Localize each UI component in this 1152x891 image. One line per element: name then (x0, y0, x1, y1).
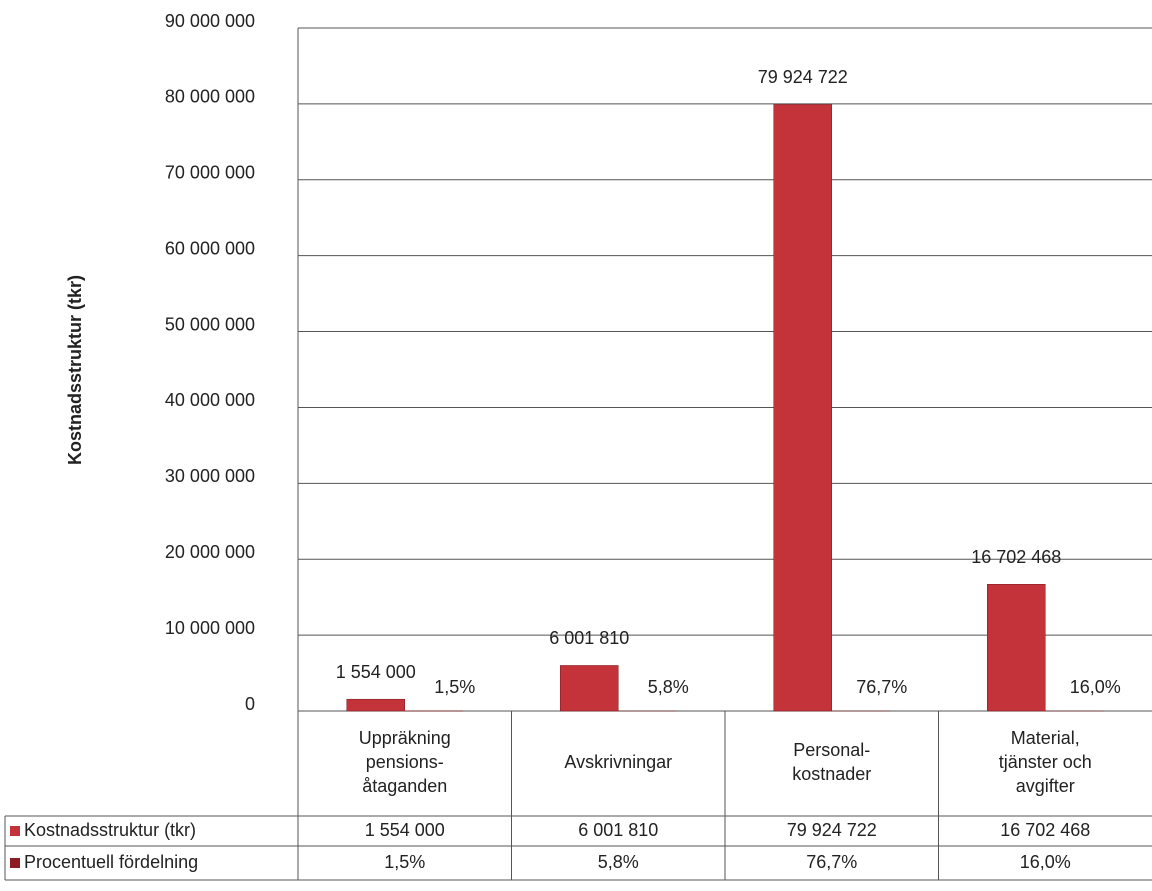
data-label: 1,5% (434, 677, 475, 697)
table-cell: 1,5% (384, 852, 425, 872)
x-tick-label: Uppräkning (359, 728, 451, 748)
x-tick-label: avgifter (1016, 776, 1075, 796)
legend-key (10, 858, 20, 868)
data-label: 76,7% (856, 677, 907, 697)
x-tick-label: åtaganden (362, 776, 447, 796)
data-label: 6 001 810 (549, 628, 629, 648)
y-tick-label: 10 000 000 (165, 618, 255, 638)
y-axis-label: Kostnadsstruktur (tkr) (65, 275, 85, 465)
legend-label: Kostnadsstruktur (tkr) (24, 820, 196, 840)
data-label: 5,8% (648, 677, 689, 697)
table-cell: 5,8% (598, 852, 639, 872)
y-tick-label: 50 000 000 (165, 314, 255, 334)
legend-label: Procentuell fördelning (24, 852, 198, 872)
table-cell: 1 554 000 (365, 820, 445, 840)
y-tick-label: 60 000 000 (165, 238, 255, 258)
bar (560, 665, 618, 711)
data-label: 1 554 000 (336, 662, 416, 682)
x-tick-label: tjänster och (999, 752, 1092, 772)
y-tick-label: 90 000 000 (165, 11, 255, 31)
x-tick-label: Avskrivningar (564, 752, 672, 772)
y-tick-label: 70 000 000 (165, 163, 255, 183)
x-tick-label: pensions- (366, 752, 444, 772)
bar (774, 104, 832, 711)
y-tick-label: 30 000 000 (165, 466, 255, 486)
y-tick-label: 0 (245, 694, 255, 714)
y-tick-label: 20 000 000 (165, 542, 255, 562)
table-cell: 16,0% (1020, 852, 1071, 872)
table-cell: 79 924 722 (787, 820, 877, 840)
legend-key (10, 826, 20, 836)
x-tick-label: Personal- (793, 740, 870, 760)
bar (347, 699, 405, 711)
data-label: 16 702 468 (971, 547, 1061, 567)
y-tick-label: 40 000 000 (165, 390, 255, 410)
table-cell: 16 702 468 (1000, 820, 1090, 840)
bar (987, 584, 1045, 711)
table-cell: 76,7% (806, 852, 857, 872)
data-label: 16,0% (1070, 677, 1121, 697)
x-tick-label: kostnader (792, 764, 871, 784)
x-tick-label: Material, (1011, 728, 1080, 748)
data-label: 79 924 722 (758, 67, 848, 87)
y-tick-label: 80 000 000 (165, 87, 255, 107)
table-cell: 6 001 810 (578, 820, 658, 840)
